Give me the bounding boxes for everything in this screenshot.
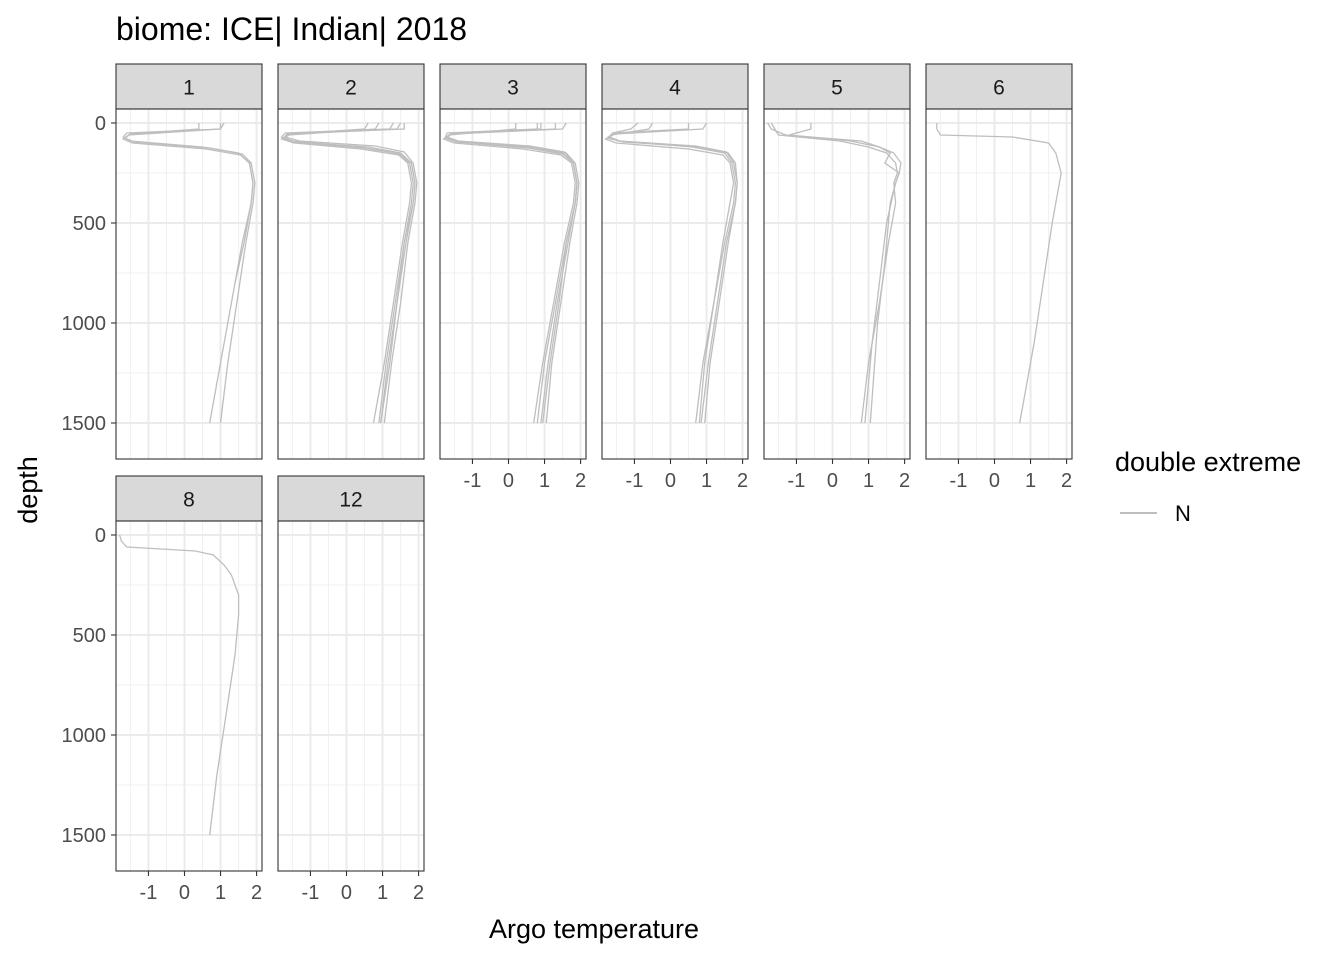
facet-strip-label: 12 <box>339 489 362 512</box>
x-tick-label: 0 <box>989 470 1000 492</box>
legend-title: double extreme <box>1115 447 1301 477</box>
y-tick-label: 1000 <box>62 725 107 747</box>
profile-line <box>280 122 414 424</box>
panel-border <box>439 108 587 460</box>
facet-panel-12: 12-1 0 1 2 <box>277 475 425 904</box>
x-tick-label: -1 <box>626 470 644 492</box>
facet-strip-1 <box>115 63 263 110</box>
profile-line <box>279 122 413 424</box>
x-tick-label: 0 <box>503 470 514 492</box>
x-tick-label: 1 <box>1025 470 1036 492</box>
panel-border <box>601 108 749 460</box>
facet-strip-12 <box>277 475 425 522</box>
facet-strip-3 <box>439 63 587 110</box>
x-tick-label: -1 <box>464 470 482 492</box>
x-tick-label: 1 <box>701 470 712 492</box>
facet-strip-label: 1 <box>183 77 195 100</box>
profile-line <box>767 122 902 424</box>
x-tick-label: 1 <box>377 882 388 904</box>
y-axis-title: depth <box>13 456 43 524</box>
panel-border <box>763 108 911 460</box>
profile-line <box>121 122 254 284</box>
facet-panel-4: 4 -1 0 1 2 <box>601 63 749 492</box>
x-tick-label: -1 <box>140 882 158 904</box>
x-tick-label: -1 <box>950 470 968 492</box>
panel-border <box>277 520 425 872</box>
legend-label: N <box>1175 501 1191 526</box>
y-tick-label: 0 <box>95 113 106 135</box>
y-tick-label: 1000 <box>62 313 107 335</box>
facet-panel-3: 3 -1 0 1 2 <box>439 63 587 492</box>
x-tick-label: 2 <box>413 882 424 904</box>
x-tick-label: 2 <box>737 470 748 492</box>
facet-panel-8: 8 0 500 1000 1500 -1 0 1 2 <box>62 475 263 904</box>
facet-strip-label: 2 <box>345 77 357 100</box>
x-tick-label: 0 <box>341 882 352 904</box>
facet-strip-label: 8 <box>183 489 195 512</box>
facet-strip-2 <box>277 63 425 110</box>
chart-title: biome: ICE| Indian| 2018 <box>116 11 467 47</box>
x-tick-label: 2 <box>899 470 910 492</box>
facet-strip-label: 3 <box>507 77 519 100</box>
y-tick-label: 1500 <box>62 825 107 847</box>
panel-border <box>115 520 263 872</box>
x-tick-label: 2 <box>251 882 262 904</box>
y-tick-label: 500 <box>73 625 106 647</box>
profile-line <box>444 123 578 424</box>
facet-panel-2: 2 <box>277 63 425 460</box>
y-tick-label: 0 <box>95 525 106 547</box>
panel-border <box>115 108 263 460</box>
facet-strip-8 <box>115 475 263 522</box>
profile-line <box>118 534 240 836</box>
x-tick-label: 2 <box>1061 470 1072 492</box>
x-tick-label: 2 <box>575 470 586 492</box>
profile-line <box>608 123 738 424</box>
facet-panel-1: 1 0 500 1000 1500 <box>62 63 263 460</box>
y-tick-label: 500 <box>73 213 106 235</box>
x-tick-label: 1 <box>539 470 550 492</box>
legend: double extreme N <box>1115 447 1301 526</box>
x-tick-label: 0 <box>665 470 676 492</box>
facet-strip-4 <box>601 63 749 110</box>
x-tick-label: -1 <box>788 470 806 492</box>
x-tick-label: 0 <box>179 882 190 904</box>
x-axis-title: Argo temperature <box>489 914 699 944</box>
profile-line <box>936 123 1062 424</box>
profile-line <box>282 123 416 424</box>
facet-panel-6: 6 -1 0 1 2 <box>925 63 1073 492</box>
y-tick-label: 1500 <box>62 413 107 435</box>
x-tick-label: 0 <box>827 470 838 492</box>
x-tick-label: 1 <box>863 470 874 492</box>
facet-strip-5 <box>763 63 911 110</box>
x-tick-label: -1 <box>302 882 320 904</box>
panel-border <box>277 108 425 460</box>
panel-border <box>925 108 1073 460</box>
facet-strip-label: 4 <box>669 77 681 100</box>
facet-panel-5: 5 -1 0 1 2 <box>763 63 911 492</box>
facet-strip-label: 6 <box>993 77 1005 100</box>
facet-strip-label: 5 <box>831 77 843 100</box>
x-tick-label: 1 <box>215 882 226 904</box>
